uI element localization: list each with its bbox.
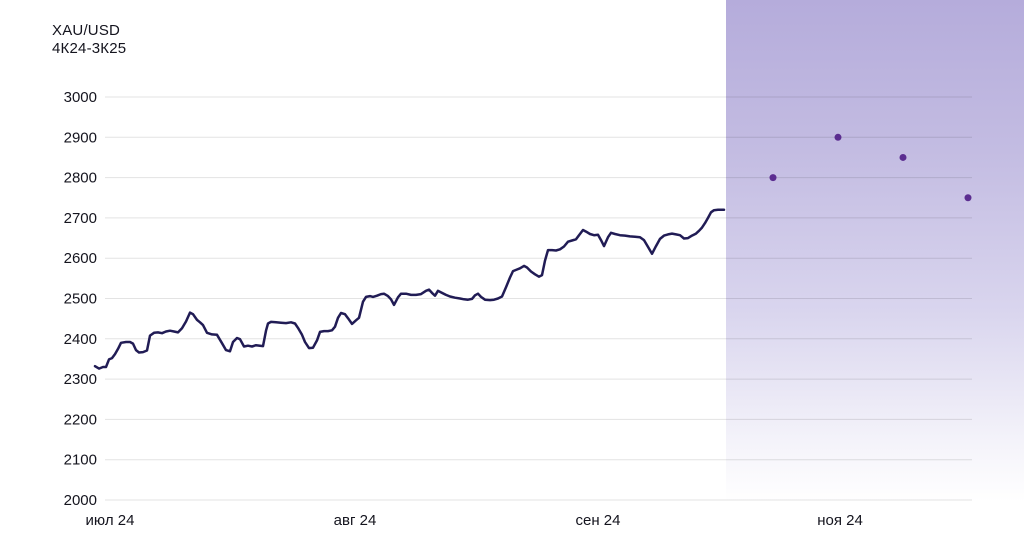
y-axis-tick-2500: 2500 xyxy=(64,291,97,308)
y-axis-tick-2300: 2300 xyxy=(64,371,97,388)
forecast-band xyxy=(726,0,1024,502)
chart-title-period: 4К24-3К25 xyxy=(52,40,127,57)
history-line xyxy=(93,208,726,370)
chart-title: XAU/USD 4К24-3К25 xyxy=(52,22,126,58)
y-axis-tick-3000: 3000 xyxy=(64,89,97,106)
y-axis-tick-2800: 2800 xyxy=(64,170,97,187)
y-axis-tick-2000: 2000 xyxy=(64,492,97,509)
forecast-dot-2750 xyxy=(964,194,972,202)
x-axis-tick: авг 24 xyxy=(334,512,377,529)
y-axis-tick-2900: 2900 xyxy=(64,129,97,146)
y-axis-tick-2700: 2700 xyxy=(64,210,97,227)
forecast-dot-2800 xyxy=(769,174,777,182)
forecast-dot-2900 xyxy=(834,133,842,141)
x-axis-tick: ноя 24 xyxy=(817,512,863,529)
x-axis-tick: сен 24 xyxy=(576,512,621,529)
y-axis-tick-2600: 2600 xyxy=(64,250,97,267)
x-axis-tick: июл 24 xyxy=(86,512,135,529)
y-axis-tick-2400: 2400 xyxy=(64,331,97,348)
forecast-dot-2850 xyxy=(899,153,907,161)
y-axis-tick-2200: 2200 xyxy=(64,411,97,428)
chart-title-instrument: XAU/USD xyxy=(52,22,121,39)
y-axis-tick-2100: 2100 xyxy=(64,452,97,469)
